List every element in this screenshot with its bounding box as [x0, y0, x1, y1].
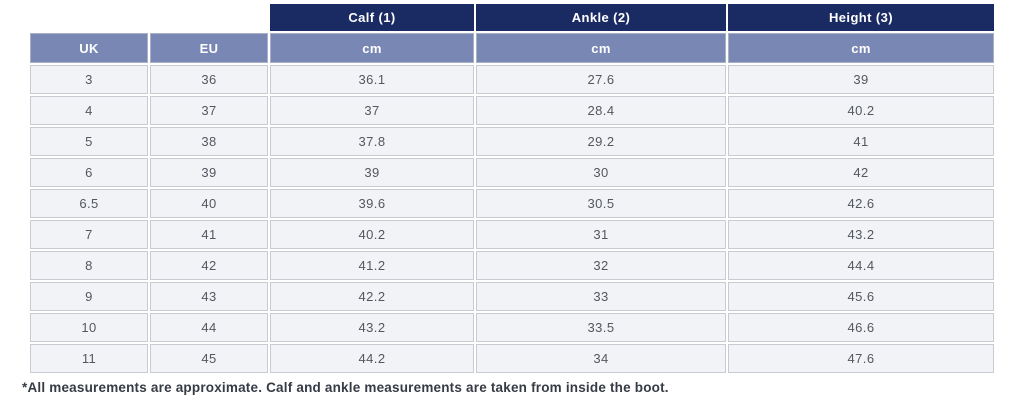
cell-height: 46.6: [728, 313, 994, 342]
cell-ankle: 29.2: [476, 127, 726, 156]
table-row: 3 36 36.1 27.6 39: [30, 65, 994, 94]
table-row: 11 45 44.2 34 47.6: [30, 344, 994, 373]
cell-calf: 43.2: [270, 313, 474, 342]
cell-uk: 6.5: [30, 189, 148, 218]
table-row: 6.5 40 39.6 30.5 42.6: [30, 189, 994, 218]
table-row: 7 41 40.2 31 43.2: [30, 220, 994, 249]
cell-calf: 37.8: [270, 127, 474, 156]
cell-eu: 44: [150, 313, 268, 342]
cell-calf: 42.2: [270, 282, 474, 311]
subheader-calf-cm: cm: [270, 33, 474, 63]
header-height: Height (3): [728, 4, 994, 31]
cell-height: 43.2: [728, 220, 994, 249]
cell-height: 40.2: [728, 96, 994, 125]
cell-calf: 40.2: [270, 220, 474, 249]
cell-ankle: 33: [476, 282, 726, 311]
unit-header-row: UK EU cm cm cm: [30, 33, 994, 63]
cell-height: 42.6: [728, 189, 994, 218]
cell-calf: 39.6: [270, 189, 474, 218]
cell-calf: 44.2: [270, 344, 474, 373]
cell-eu: 41: [150, 220, 268, 249]
table-row: 6 39 39 30 42: [30, 158, 994, 187]
cell-ankle: 33.5: [476, 313, 726, 342]
table-row: 8 42 41.2 32 44.4: [30, 251, 994, 280]
subheader-height-cm: cm: [728, 33, 994, 63]
table-row: 5 38 37.8 29.2 41: [30, 127, 994, 156]
cell-calf: 39: [270, 158, 474, 187]
cell-uk: 3: [30, 65, 148, 94]
cell-uk: 11: [30, 344, 148, 373]
cell-uk: 5: [30, 127, 148, 156]
cell-eu: 40: [150, 189, 268, 218]
footnote: *All measurements are approximate. Calf …: [22, 380, 669, 395]
cell-uk: 10: [30, 313, 148, 342]
cell-ankle: 27.6: [476, 65, 726, 94]
cell-height: 39: [728, 65, 994, 94]
cell-ankle: 30: [476, 158, 726, 187]
cell-calf: 36.1: [270, 65, 474, 94]
cell-eu: 43: [150, 282, 268, 311]
cell-height: 41: [728, 127, 994, 156]
cell-height: 45.6: [728, 282, 994, 311]
cell-eu: 38: [150, 127, 268, 156]
cell-calf: 37: [270, 96, 474, 125]
cell-eu: 42: [150, 251, 268, 280]
subheader-ankle-cm: cm: [476, 33, 726, 63]
cell-uk: 6: [30, 158, 148, 187]
empty-corner-cell: [30, 4, 148, 31]
cell-eu: 45: [150, 344, 268, 373]
cell-ankle: 30.5: [476, 189, 726, 218]
header-ankle: Ankle (2): [476, 4, 726, 31]
table-row: 10 44 43.2 33.5 46.6: [30, 313, 994, 342]
cell-uk: 9: [30, 282, 148, 311]
empty-corner-cell: [150, 4, 268, 31]
size-chart-table: Calf (1) Ankle (2) Height (3) UK EU cm c…: [28, 2, 996, 375]
cell-uk: 8: [30, 251, 148, 280]
cell-ankle: 31: [476, 220, 726, 249]
cell-ankle: 32: [476, 251, 726, 280]
subheader-uk: UK: [30, 33, 148, 63]
cell-height: 42: [728, 158, 994, 187]
cell-uk: 4: [30, 96, 148, 125]
header-calf: Calf (1): [270, 4, 474, 31]
cell-eu: 39: [150, 158, 268, 187]
table-row: 4 37 37 28.4 40.2: [30, 96, 994, 125]
cell-calf: 41.2: [270, 251, 474, 280]
cell-height: 44.4: [728, 251, 994, 280]
table-row: 9 43 42.2 33 45.6: [30, 282, 994, 311]
size-table-body: 3 36 36.1 27.6 39 4 37 37 28.4 40.2 5 38…: [30, 65, 994, 373]
cell-eu: 37: [150, 96, 268, 125]
cell-height: 47.6: [728, 344, 994, 373]
cell-eu: 36: [150, 65, 268, 94]
cell-ankle: 34: [476, 344, 726, 373]
cell-uk: 7: [30, 220, 148, 249]
cell-ankle: 28.4: [476, 96, 726, 125]
group-header-row: Calf (1) Ankle (2) Height (3): [30, 4, 994, 31]
subheader-eu: EU: [150, 33, 268, 63]
